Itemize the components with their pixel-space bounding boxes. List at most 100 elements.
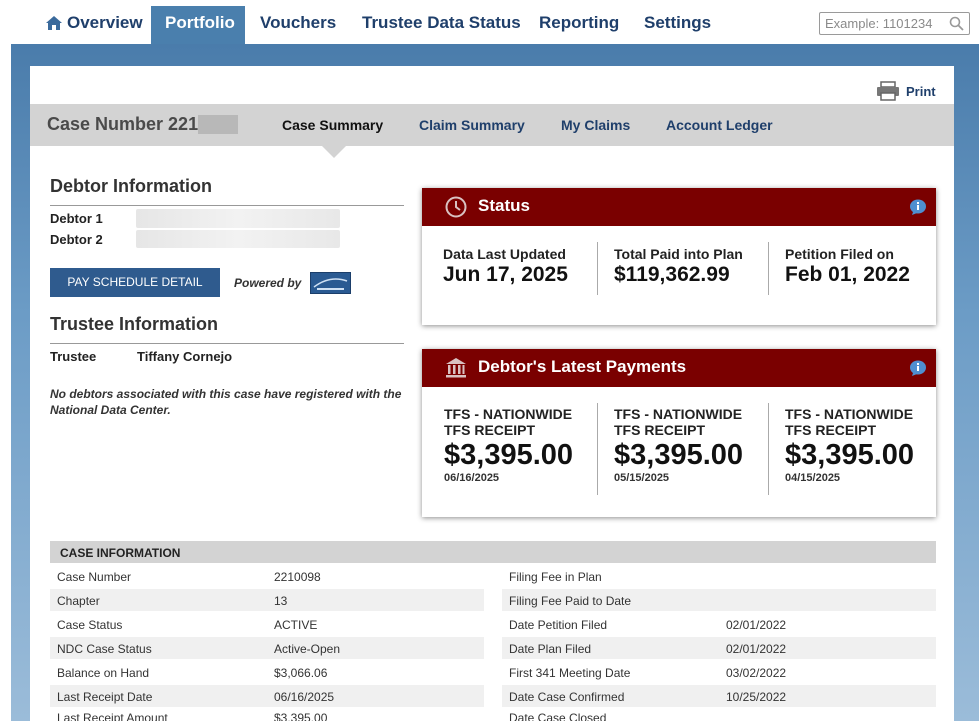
- case-header-bar: Case Number 221 Case Summary Claim Summa…: [30, 104, 954, 146]
- table-row: Chapter 13: [50, 589, 484, 611]
- status-card: Status Data Last Updated Jun 17, 2025 To…: [422, 188, 936, 325]
- trustee-name: Tiffany Cornejo: [137, 349, 233, 364]
- tab-case-summary[interactable]: Case Summary: [282, 117, 384, 133]
- case-info-label: NDC Case Status: [57, 642, 152, 656]
- case-info-label: Chapter: [57, 594, 100, 608]
- table-row: Case Number 2210098: [50, 565, 484, 587]
- nav-overview[interactable]: Overview: [31, 6, 157, 44]
- ndc-note: No debtors associated with this case hav…: [50, 387, 402, 417]
- status-total-paid-value: $119,362.99: [614, 263, 730, 286]
- status-card-header: Status: [422, 188, 936, 226]
- payments-card: Debtor's Latest Payments TFS - NATIONWID…: [422, 349, 936, 517]
- table-row: Last Receipt Date 06/16/2025: [50, 685, 484, 707]
- search-input[interactable]: [825, 15, 943, 32]
- nav-portfolio-label: Portfolio: [165, 13, 235, 32]
- case-info-value: 06/16/2025: [274, 690, 335, 704]
- debtor-divider: [50, 205, 404, 206]
- nav-settings-label: Settings: [644, 13, 712, 32]
- status-last-updated: Data Last Updated Jun 17, 2025: [443, 246, 568, 287]
- debtor2-label: Debtor 2: [50, 232, 103, 247]
- payment-date: 04/15/2025: [785, 472, 841, 484]
- status-total-paid-label: Total Paid into Plan: [614, 246, 743, 262]
- nav-vouchers-label: Vouchers: [260, 13, 337, 32]
- table-row: First 341 Meeting Date 03/02/2022: [502, 661, 936, 683]
- nav-reporting[interactable]: Reporting: [525, 6, 633, 44]
- payment-date: 06/16/2025: [444, 472, 500, 484]
- tab-claim-summary[interactable]: Claim Summary: [419, 117, 525, 133]
- status-petition-filed: Petition Filed on Feb 01, 2022: [785, 246, 910, 287]
- print-label: Print: [906, 84, 936, 99]
- nav-settings[interactable]: Settings: [630, 6, 725, 44]
- payments-card-header: Debtor's Latest Payments: [422, 349, 936, 387]
- case-info-value: 03/02/2022: [726, 666, 787, 680]
- payment-payer: TFS - NATIONWIDE: [614, 406, 743, 422]
- payment-amount: $3,395.00: [614, 439, 744, 471]
- case-info-value: 02/01/2022: [726, 618, 787, 632]
- nav-vouchers[interactable]: Vouchers: [246, 6, 350, 44]
- nav-portfolio[interactable]: Portfolio: [151, 6, 245, 44]
- case-info-value: 02/01/2022: [726, 642, 787, 656]
- info-icon[interactable]: [909, 359, 927, 377]
- redacted-debtor1-name: [136, 209, 340, 228]
- status-card-title: Status: [478, 196, 530, 215]
- case-info-label: Date Petition Filed: [509, 618, 608, 632]
- payment-type: TFS RECEIPT: [785, 422, 877, 438]
- status-petition-filed-label: Petition Filed on: [785, 246, 894, 262]
- payments-card-title: Debtor's Latest Payments: [478, 357, 687, 376]
- payment-item: TFS - NATIONWIDE TFS RECEIPT $3,395.00 0…: [444, 406, 573, 484]
- status-divider-1: [597, 242, 598, 295]
- payments-divider-2: [768, 403, 769, 495]
- case-info-label: Date Case Confirmed: [509, 690, 625, 704]
- payment-type: TFS RECEIPT: [614, 422, 706, 438]
- table-row: Date Petition Filed 02/01/2022: [502, 613, 936, 635]
- info-icon[interactable]: [909, 198, 927, 216]
- table-row: Date Plan Filed 02/01/2022: [502, 637, 936, 659]
- payment-payer: TFS - NATIONWIDE: [785, 406, 914, 422]
- case-info-value: 2210098: [274, 570, 321, 584]
- payment-amount: $3,395.00: [444, 439, 574, 471]
- status-last-updated-label: Data Last Updated: [443, 246, 566, 262]
- table-row: Date Case Closed: [502, 706, 936, 721]
- tab-account-ledger[interactable]: Account Ledger: [666, 117, 773, 133]
- table-row: Balance on Hand $3,066.06: [50, 661, 484, 683]
- case-info-label: Last Receipt Amount: [57, 711, 168, 721]
- table-row: Date Case Confirmed 10/25/2022: [502, 685, 936, 707]
- clock-icon: [445, 196, 467, 218]
- status-divider-2: [768, 242, 769, 295]
- case-info-value: $3,066.06: [274, 666, 328, 680]
- powered-by-label: Powered by: [234, 276, 302, 290]
- case-info-title: CASE INFORMATION: [60, 546, 181, 560]
- case-info-label: Date Case Closed: [509, 711, 607, 721]
- home-icon: [46, 16, 62, 30]
- search-box: [819, 12, 970, 35]
- payment-date: 05/15/2025: [614, 472, 670, 484]
- payment-item: TFS - NATIONWIDE TFS RECEIPT $3,395.00 0…: [614, 406, 743, 484]
- debtor1-label: Debtor 1: [50, 211, 103, 226]
- case-info-value: $3,395.00: [274, 711, 328, 721]
- case-info-label: Balance on Hand: [57, 666, 150, 680]
- case-info-header: CASE INFORMATION: [50, 541, 936, 563]
- case-info-value: 10/25/2022: [726, 690, 787, 704]
- status-total-paid: Total Paid into Plan $119,362.99: [614, 246, 743, 287]
- case-info-label: Filing Fee in Plan: [509, 570, 602, 584]
- status-last-updated-value: Jun 17, 2025: [443, 263, 568, 286]
- payment-type: TFS RECEIPT: [444, 422, 536, 438]
- payment-item: TFS - NATIONWIDE TFS RECEIPT $3,395.00 0…: [785, 406, 914, 484]
- table-row: Case Status ACTIVE: [50, 613, 484, 635]
- nav-trustee-data-status[interactable]: Trustee Data Status: [348, 6, 535, 44]
- table-row: NDC Case Status Active-Open: [50, 637, 484, 659]
- trustee-info-title: Trustee Information: [50, 314, 219, 334]
- case-info-value: 13: [274, 594, 288, 608]
- pay-schedule-detail-button[interactable]: PAY SCHEDULE DETAIL: [50, 268, 220, 297]
- case-info-label: Case Number: [57, 570, 132, 584]
- nav-reporting-label: Reporting: [539, 13, 620, 32]
- case-info-label: Filing Fee Paid to Date: [509, 594, 632, 608]
- redacted-debtor2-name: [136, 230, 340, 248]
- redacted-case-digits: [198, 115, 238, 134]
- bank-icon: [446, 358, 466, 378]
- tab-my-claims[interactable]: My Claims: [561, 117, 631, 133]
- printer-icon: [877, 81, 899, 101]
- case-info-label: Last Receipt Date: [57, 690, 153, 704]
- search-icon[interactable]: [949, 16, 964, 31]
- bss-logo: [310, 272, 351, 294]
